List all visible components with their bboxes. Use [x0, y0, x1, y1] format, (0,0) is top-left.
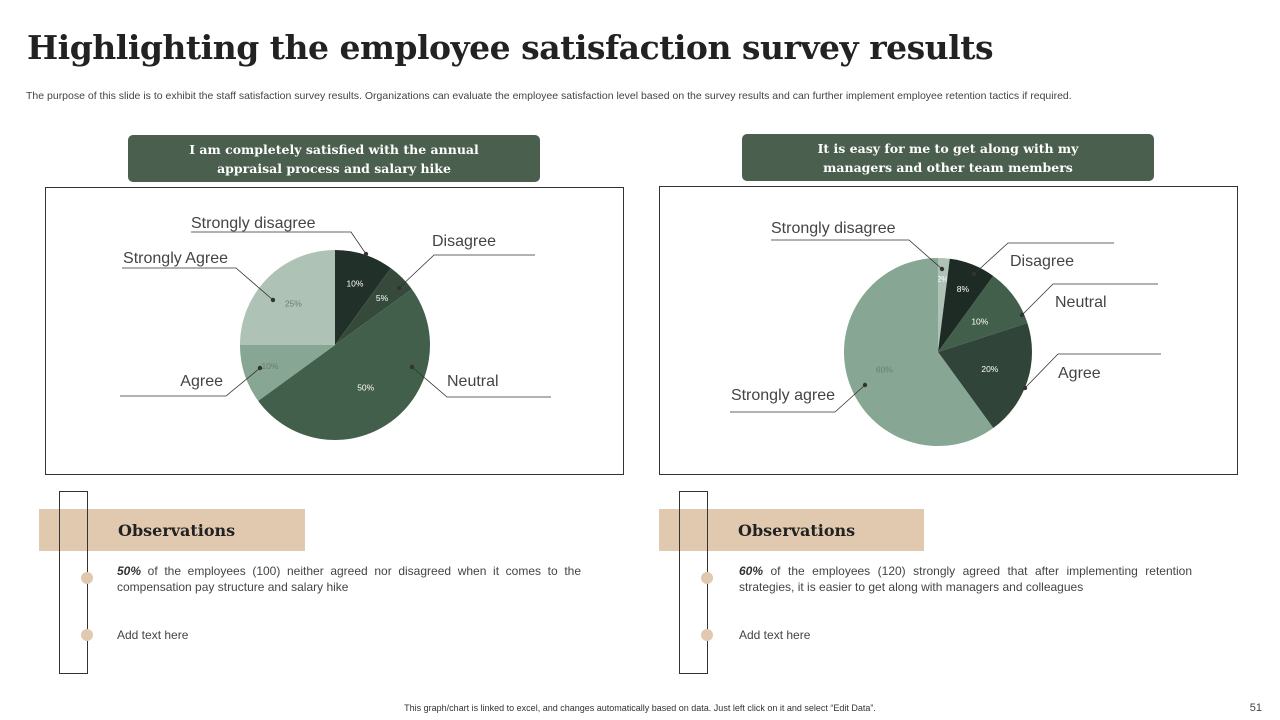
page-number: 51 [1249, 702, 1262, 714]
observations-title-left: Observations [118, 520, 236, 540]
page-subtitle: The purpose of this slide is to exhibit … [26, 90, 1072, 102]
category-label-neutral: Neutral [447, 373, 499, 390]
leader-line-strongly-agree [122, 267, 274, 301]
category-label-neutral: Neutral [1055, 294, 1107, 311]
data-label-strongly-agree: 60% [876, 364, 893, 374]
pie-slice-strongly-disagree [938, 258, 950, 352]
observations-title-right: Observations [738, 520, 856, 540]
category-label-agree: Agree [180, 373, 223, 390]
observation-highlight-right: 60% [739, 564, 764, 578]
data-label-strongly-disagree: 10% [346, 279, 363, 289]
data-label-disagree: 8% [957, 284, 970, 294]
leader-dot [862, 382, 868, 388]
leader-dot [257, 365, 263, 371]
pie-slice-strongly-disagree [335, 250, 391, 345]
category-label-disagree: Disagree [432, 233, 496, 250]
add-text-left[interactable]: Add text here [117, 628, 189, 642]
category-label-agree: Agree [1058, 365, 1101, 382]
question-header-left: I am completely satisfied with the annua… [128, 135, 540, 182]
leader-dot [409, 364, 415, 370]
data-label-agree: 10% [261, 361, 278, 371]
leader-line-strongly-disagree [191, 231, 367, 255]
category-label-strongly-agree: Strongly Agree [123, 250, 228, 267]
question-header-right: It is easy for me to get along with my m… [742, 134, 1154, 181]
question-text-left: I am completely satisfied with the annua… [189, 141, 479, 176]
pie-slice-strongly-agree [240, 250, 335, 345]
question-text-right: It is easy for me to get along with my m… [817, 140, 1079, 175]
leader-dot [1022, 385, 1028, 391]
leader-dot [1019, 312, 1025, 318]
bullet-dot [701, 629, 713, 641]
pie-slice-disagree [335, 268, 412, 345]
pie-slice-disagree [938, 258, 994, 352]
leader-line-strongly-disagree [771, 239, 943, 270]
observations-header-left: Observations [39, 509, 305, 551]
observations-header-right: Observations [659, 509, 924, 551]
data-label-strongly-agree: 25% [285, 298, 302, 308]
footer-note: This graph/chart is linked to excel, and… [404, 703, 876, 713]
pie-chart-team: 2% 8% 10% 20% 60% Strongly disagree Disagree Ne… [730, 220, 1161, 446]
leader-line-agree [1024, 353, 1161, 389]
observation-highlight-left: 50% [117, 564, 142, 578]
chart-panel-right: 2% 8% 10% 20% 60% Strongly disagree Disagree Ne… [659, 186, 1238, 475]
leader-line-disagree [973, 242, 1114, 275]
data-label-strongly-disagree: 2% [936, 274, 949, 284]
leader-line-neutral [411, 366, 551, 398]
category-label-disagree: Disagree [1010, 253, 1074, 270]
category-label-strongly-disagree: Strongly disagree [191, 215, 316, 232]
leader-line-neutral [1021, 283, 1158, 316]
bullet-dot [701, 572, 713, 584]
pie-slice-strongly-agree [844, 258, 994, 446]
leader-line-strongly-agree [730, 384, 866, 413]
data-label-neutral: 50% [357, 382, 374, 392]
pie-slice-neutral [938, 275, 1028, 352]
observation-text-right: 60% of the employees (120) strongly agre… [739, 564, 1192, 594]
leader-line-agree [120, 367, 261, 397]
category-label-strongly-disagree: Strongly disagree [771, 220, 896, 237]
leader-dot [363, 251, 369, 257]
leader-dot [939, 266, 945, 272]
bullet-dot [81, 572, 93, 584]
leader-dot [396, 285, 402, 291]
leader-dot [270, 297, 276, 303]
data-label-agree: 20% [981, 364, 998, 374]
leader-dot [971, 271, 977, 277]
pie-chart-appraisal: 10% 5% 50% 10% 25% Strongly disagree Disagree N… [120, 215, 551, 440]
leader-line-disagree [398, 254, 535, 289]
pie-slice-agree [938, 322, 1032, 429]
pie-slice-agree [240, 345, 335, 401]
data-label-disagree: 5% [376, 293, 389, 303]
pie-slice-neutral [258, 289, 431, 440]
add-text-right[interactable]: Add text here [739, 628, 811, 642]
observation-text-left: 50% of the employees (100) neither agree… [117, 564, 581, 594]
data-label-neutral: 10% [971, 317, 988, 327]
page-title: Highlighting the employee satisfaction s… [27, 28, 994, 67]
category-label-strongly-agree: Strongly agree [731, 387, 835, 404]
chart-panel-left: 10% 5% 50% 10% 25% Strongly disagree Disagree N… [45, 187, 624, 475]
bullet-dot [81, 629, 93, 641]
